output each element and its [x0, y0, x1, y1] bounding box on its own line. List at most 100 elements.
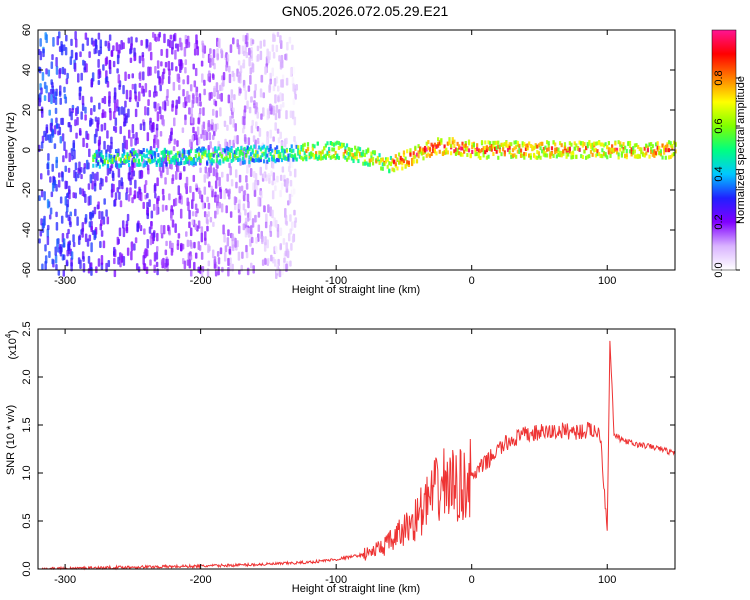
heatmap-trace-cell: [524, 143, 528, 148]
heatmap-cell: [238, 215, 242, 224]
heatmap-cell: [235, 181, 238, 189]
heatmap-cell: [53, 179, 57, 186]
heatmap-trace-cell: [321, 149, 324, 154]
heatmap-trace-cell: [362, 152, 365, 157]
heatmap-trace-cell: [651, 149, 654, 154]
heatmap-trace-cell: [373, 150, 376, 155]
heatmap-cell: [255, 237, 258, 244]
heatmap-cell: [212, 167, 216, 177]
heatmap-trace-cell: [378, 161, 381, 166]
heatmap-cell: [86, 37, 89, 46]
heatmap-cell: [99, 177, 103, 184]
heatmap-cell: [271, 209, 274, 219]
heatmap-cell: [244, 35, 248, 45]
heatmap-cell: [131, 73, 135, 79]
heatmap-trace-cell: [485, 155, 488, 160]
heatmap-cell: [201, 73, 204, 83]
heatmap-trace-cell: [331, 147, 334, 152]
heatmap-cell: [144, 180, 148, 186]
heatmap-trace-cell: [537, 154, 541, 159]
heatmap-trace-cell: [633, 154, 636, 159]
heatmap-cell: [144, 106, 147, 116]
heatmap-cell: [162, 119, 165, 127]
heatmap-trace-cell: [352, 159, 355, 164]
heatmap-trace-cell: [622, 142, 625, 147]
heatmap-cell: [247, 85, 251, 92]
heatmap-cell: [176, 140, 179, 147]
heatmap-trace-cell: [297, 151, 300, 156]
heatmap-cell: [257, 211, 261, 218]
heatmap-trace-cell: [162, 150, 165, 155]
heatmap-cell: [64, 46, 68, 56]
heatmap-cell: [191, 135, 195, 143]
heatmap-trace-cell: [585, 146, 588, 151]
heatmap-cell: [105, 262, 108, 273]
heatmap-cell: [293, 135, 296, 142]
heatmap-trace-cell: [134, 150, 137, 155]
heatmap-trace-cell: [191, 161, 194, 166]
heatmap-trace-cell: [199, 158, 202, 163]
heatmap-trace-cell: [667, 148, 671, 153]
heatmap-cell: [98, 210, 101, 220]
heatmap-cell: [233, 203, 237, 211]
heatmap-cell: [107, 260, 111, 268]
heatmap-trace-cell: [612, 148, 615, 153]
heatmap-cell: [191, 199, 194, 210]
heatmap-trace-cell: [141, 157, 144, 162]
heatmap-cell: [74, 31, 77, 40]
heatmap-cell: [245, 182, 249, 190]
heatmap-trace-cell: [262, 151, 266, 156]
heatmap-cell: [292, 83, 295, 92]
heatmap-trace-cell: [518, 143, 521, 148]
heatmap-cell: [199, 167, 202, 173]
heatmap-cell: [130, 250, 133, 261]
heatmap-trace-cell: [191, 159, 194, 164]
heatmap-trace-cell: [173, 160, 176, 165]
heatmap-cell: [79, 259, 82, 270]
heatmap-cell: [105, 76, 109, 83]
heatmap-trace-cell: [534, 144, 537, 149]
heatmap-cell: [182, 89, 185, 97]
heatmap-trace-cell: [243, 159, 246, 164]
heatmap-trace-cell: [591, 152, 594, 157]
heatmap-trace-cell: [562, 151, 565, 156]
heatmap-trace-cell: [490, 147, 493, 152]
heatmap-cell: [190, 242, 193, 249]
heatmap-cell: [245, 52, 249, 59]
heatmap-cell: [99, 39, 102, 48]
heatmap-trace-cell: [127, 156, 131, 161]
heatmap-cell: [253, 170, 256, 178]
heatmap-trace-cell: [643, 153, 646, 158]
heatmap-cell: [173, 117, 176, 127]
heatmap-trace-cell: [650, 146, 653, 151]
heatmap-trace-cell: [282, 155, 285, 160]
heatmap-trace-cell: [347, 155, 350, 160]
heatmap-trace-cell: [100, 158, 103, 163]
heatmap-trace-cell: [236, 146, 240, 151]
heatmap-trace-cell: [280, 148, 284, 153]
heatmap-trace-cell: [557, 147, 560, 152]
heatmap-trace-cell: [142, 147, 145, 152]
heatmap-cell: [165, 240, 168, 247]
heatmap-cell: [250, 262, 253, 269]
heatmap-cell: [44, 133, 48, 141]
heatmap-trace-cell: [396, 166, 399, 171]
heatmap-trace-cell: [378, 153, 381, 158]
heatmap-trace-cell: [238, 157, 241, 162]
heatmap-trace-cell: [341, 143, 344, 148]
heatmap-trace-cell: [173, 158, 176, 163]
heatmap-cell: [194, 67, 198, 77]
heatmap-trace-cell: [594, 153, 597, 158]
heatmap-cell: [125, 89, 129, 100]
heatmap-cell: [236, 240, 239, 248]
heatmap-cell: [188, 139, 192, 148]
heatmap-trace-cell: [165, 149, 168, 154]
heatmap-trace-cell: [262, 159, 266, 164]
heatmap-trace-cell: [297, 148, 300, 153]
heatmap-trace-cell: [168, 159, 171, 164]
heatmap-trace-cell: [220, 154, 223, 159]
heatmap-cell: [155, 123, 159, 131]
heatmap-cell: [276, 230, 280, 238]
heatmap-trace-cell: [399, 155, 402, 160]
